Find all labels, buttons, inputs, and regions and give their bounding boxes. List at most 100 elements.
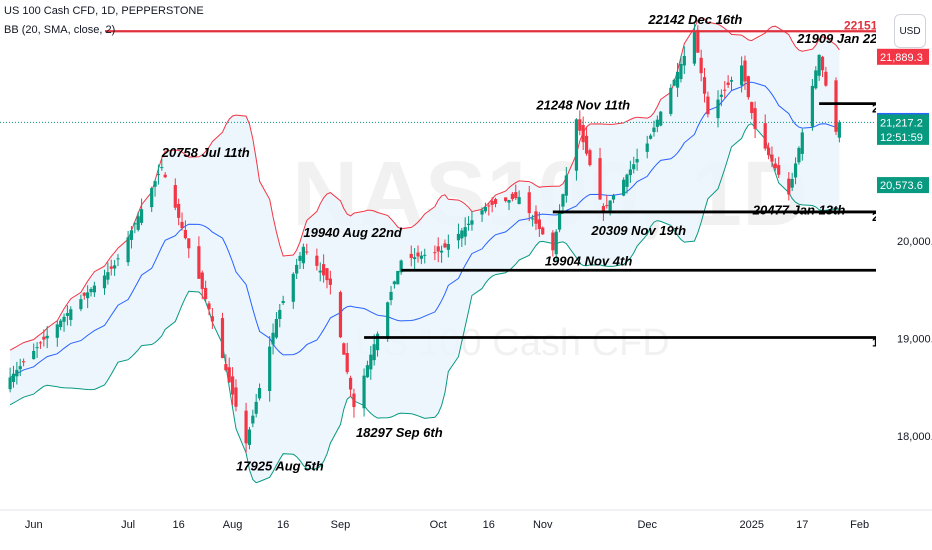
candle-body[interactable] bbox=[187, 238, 191, 249]
candle-body[interactable] bbox=[116, 258, 120, 260]
candle-body[interactable] bbox=[611, 195, 616, 200]
candle-body[interactable] bbox=[557, 212, 562, 230]
candle-body[interactable] bbox=[470, 220, 474, 225]
candle-body[interactable] bbox=[699, 57, 703, 74]
candle-body[interactable] bbox=[150, 188, 154, 208]
candle-body[interactable] bbox=[386, 302, 390, 339]
candle-body[interactable] bbox=[153, 181, 157, 187]
candle-body[interactable] bbox=[102, 275, 107, 289]
candle-body[interactable] bbox=[824, 71, 828, 86]
candle-body[interactable] bbox=[773, 163, 777, 169]
candle-body[interactable] bbox=[541, 227, 545, 235]
candle-body[interactable] bbox=[200, 272, 204, 289]
candle-body[interactable] bbox=[750, 101, 754, 114]
candle-body[interactable] bbox=[554, 231, 558, 255]
candle-body[interactable] bbox=[706, 96, 710, 115]
candle-body[interactable] bbox=[183, 229, 188, 239]
candle-body[interactable] bbox=[348, 377, 353, 390]
candle-body[interactable] bbox=[180, 221, 184, 229]
candle-body[interactable] bbox=[392, 281, 397, 285]
candle-body[interactable] bbox=[655, 119, 659, 127]
candle-body[interactable] bbox=[635, 159, 639, 163]
candle-body[interactable] bbox=[696, 29, 700, 53]
candle-body[interactable] bbox=[160, 167, 164, 169]
candle-body[interactable] bbox=[177, 203, 181, 218]
candle-body[interactable] bbox=[89, 289, 93, 293]
candle-body[interactable] bbox=[318, 270, 322, 273]
candle-body[interactable] bbox=[82, 292, 86, 296]
candle-body[interactable] bbox=[820, 56, 825, 71]
candle-body[interactable] bbox=[69, 309, 73, 320]
candle-body[interactable] bbox=[726, 82, 730, 85]
candle-body[interactable] bbox=[207, 303, 211, 310]
candle-body[interactable] bbox=[409, 253, 413, 259]
candle-body[interactable] bbox=[32, 350, 36, 360]
candle-body[interactable] bbox=[837, 122, 841, 138]
candle-body[interactable] bbox=[463, 227, 467, 237]
candle-body[interactable] bbox=[716, 99, 720, 119]
candle-body[interactable] bbox=[197, 246, 201, 279]
candle-body[interactable] bbox=[679, 63, 683, 80]
candle-body[interactable] bbox=[251, 415, 255, 424]
candle-body[interactable] bbox=[419, 255, 423, 259]
candle-body[interactable] bbox=[493, 199, 498, 204]
candle-body[interactable] bbox=[38, 342, 43, 344]
candle-body[interactable] bbox=[362, 375, 366, 409]
candle-body[interactable] bbox=[622, 179, 626, 196]
candle-body[interactable] bbox=[79, 299, 83, 310]
symbol-title[interactable]: US 100 Cash CFD, 1D, PEPPERSTONE bbox=[4, 5, 204, 17]
candle-body[interactable] bbox=[723, 89, 727, 91]
candle-body[interactable] bbox=[109, 266, 113, 269]
candle-body[interactable] bbox=[328, 278, 332, 285]
candle-body[interactable] bbox=[800, 132, 804, 154]
candle-body[interactable] bbox=[163, 174, 167, 178]
price-axis[interactable] bbox=[876, 0, 932, 550]
candle-body[interactable] bbox=[578, 119, 582, 131]
candle-body[interactable] bbox=[136, 216, 140, 230]
candle-body[interactable] bbox=[527, 192, 531, 214]
candle-body[interactable] bbox=[632, 164, 636, 170]
candle-body[interactable] bbox=[416, 252, 420, 257]
candle-body[interactable] bbox=[719, 94, 723, 97]
candle-body[interactable] bbox=[605, 205, 609, 207]
candle-body[interactable] bbox=[763, 123, 767, 149]
candle-body[interactable] bbox=[227, 367, 231, 383]
candle-body[interactable] bbox=[531, 218, 535, 220]
candle-body[interactable] bbox=[369, 354, 373, 370]
candle-body[interactable] bbox=[787, 178, 791, 195]
time-axis[interactable] bbox=[0, 510, 932, 550]
candle-body[interactable] bbox=[220, 318, 225, 358]
candle-body[interactable] bbox=[65, 313, 70, 316]
candle-body[interactable] bbox=[139, 209, 144, 223]
candle-body[interactable] bbox=[702, 77, 707, 94]
candle-body[interactable] bbox=[625, 174, 629, 187]
candle-body[interactable] bbox=[106, 272, 110, 280]
candle-body[interactable] bbox=[224, 364, 228, 371]
candle-body[interactable] bbox=[659, 111, 663, 126]
candle-body[interactable] bbox=[375, 333, 380, 351]
candle-body[interactable] bbox=[598, 158, 602, 200]
candle-body[interactable] bbox=[480, 210, 484, 215]
candle-body[interactable] bbox=[514, 192, 518, 199]
candle-body[interactable] bbox=[487, 205, 491, 207]
candle-body[interactable] bbox=[777, 165, 781, 175]
candle-body[interactable] bbox=[254, 401, 258, 414]
candle-body[interactable] bbox=[338, 292, 343, 338]
candle-body[interactable] bbox=[423, 254, 427, 256]
candle-body[interactable] bbox=[62, 316, 66, 322]
candle-body[interactable] bbox=[59, 320, 63, 328]
candle-body[interactable] bbox=[652, 127, 656, 133]
candle-body[interactable] bbox=[645, 143, 649, 152]
candle-body[interactable] bbox=[15, 369, 19, 377]
candle-body[interactable] bbox=[291, 273, 295, 302]
candle-body[interactable] bbox=[274, 319, 279, 338]
candle-body[interactable] bbox=[436, 246, 440, 252]
candle-body[interactable] bbox=[315, 255, 319, 266]
candle-body[interactable] bbox=[588, 150, 592, 166]
candle-body[interactable] bbox=[601, 206, 606, 211]
candle-body[interactable] bbox=[797, 147, 801, 163]
candle-body[interactable] bbox=[460, 230, 464, 239]
candle-body[interactable] bbox=[113, 265, 117, 269]
candle-body[interactable] bbox=[271, 332, 275, 345]
